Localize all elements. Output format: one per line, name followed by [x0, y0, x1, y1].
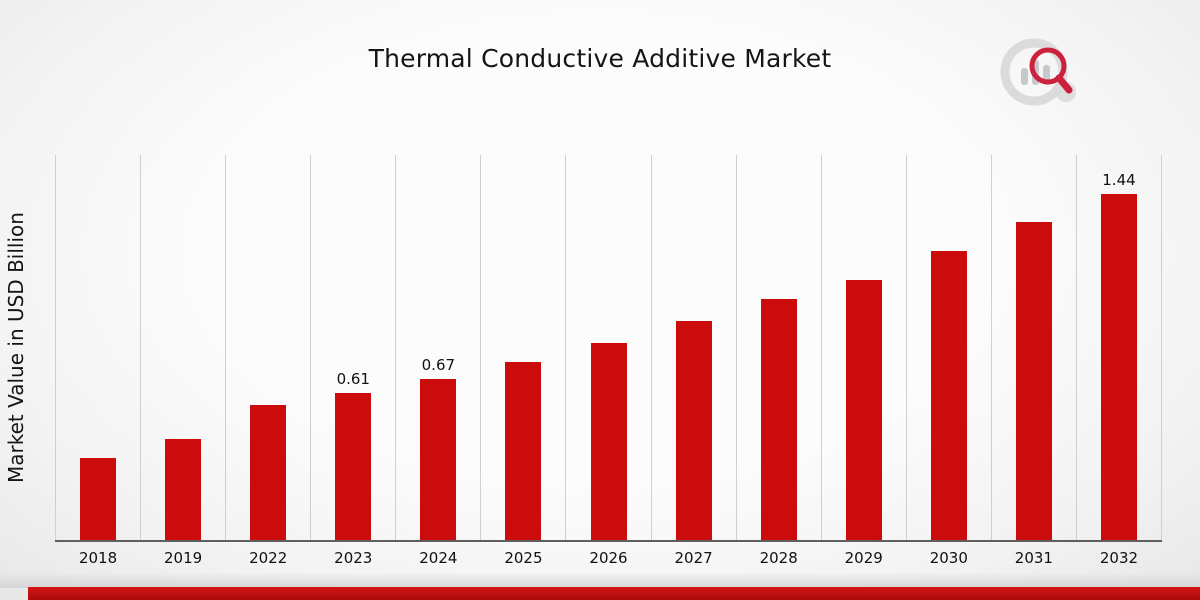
logo-magnifier-handle [1055, 74, 1073, 94]
bar-2019 [165, 438, 202, 540]
x-tick-label-2031: 2031 [1014, 549, 1053, 567]
category-slot-2027: 2027 [650, 155, 736, 567]
bar-2030 [930, 251, 967, 540]
x-tick-label-2019: 2019 [164, 549, 203, 567]
x-tick-label-2023: 2023 [334, 549, 373, 567]
y-axis-label: Market Value in USD Billion [4, 212, 28, 483]
logo-magnifier-ring [1029, 47, 1067, 85]
category-slot-2018: 2018 [55, 155, 140, 567]
x-tick-label-2029: 2029 [844, 549, 883, 567]
category-slot-2019: 2019 [140, 155, 225, 567]
x-tick-label-2024: 2024 [419, 549, 458, 567]
footer-red-bar [28, 587, 1200, 600]
x-tick-label-2027: 2027 [674, 549, 713, 567]
brand-logo-icon [996, 30, 1088, 116]
bar-2029 [845, 280, 882, 540]
bar-2027 [675, 321, 712, 540]
category-slot-2022: 2022 [225, 155, 310, 567]
x-tick-label-2025: 2025 [504, 549, 543, 567]
value-label-2024: 0.67 [421, 355, 456, 374]
category-slot-2032: 1.44 2032 [1075, 155, 1163, 567]
category-slot-2030: 2030 [905, 155, 991, 567]
category-slot-2023: 0.61 2023 [310, 155, 395, 567]
footer-gradient-band [0, 572, 1200, 588]
category-slot-2031: 2031 [990, 155, 1076, 567]
bar-2024: 0.67 [420, 356, 457, 540]
bar-2032: 1.44 [1100, 171, 1137, 540]
category-slot-2028: 2028 [735, 155, 821, 567]
bar-2031 [1015, 222, 1052, 540]
category-slot-2029: 2029 [820, 155, 906, 567]
x-tick-label-2018: 2018 [78, 549, 118, 567]
category-slot-2025: 2025 [480, 155, 565, 567]
chart-title: Thermal Conductive Additive Market [368, 44, 832, 73]
value-label-2032: 1.44 [1102, 170, 1136, 189]
x-tick-label-2022: 2022 [249, 549, 288, 567]
x-tick-label-2030: 2030 [929, 549, 968, 567]
plot-area: 2018 2019 2022 0.61 2023 0.67 2024 2025 2026 2027… [55, 155, 1163, 567]
value-label-2023: 0.61 [336, 370, 370, 389]
category-slot-2024: 0.67 2024 [395, 155, 480, 567]
bar-2025 [505, 361, 542, 540]
x-tick-label-2028: 2028 [759, 549, 798, 567]
x-tick-label-2026: 2026 [589, 549, 628, 567]
category-slot-2026: 2026 [565, 155, 650, 567]
bar-2023: 0.61 [335, 370, 372, 540]
logo-bar-1 [1021, 68, 1028, 85]
bar-2028 [760, 299, 797, 540]
bar-2022 [250, 405, 287, 540]
x-tick-label-2032: 2032 [1099, 549, 1139, 567]
bar-2026 [590, 342, 627, 540]
bar-2018 [80, 458, 117, 540]
